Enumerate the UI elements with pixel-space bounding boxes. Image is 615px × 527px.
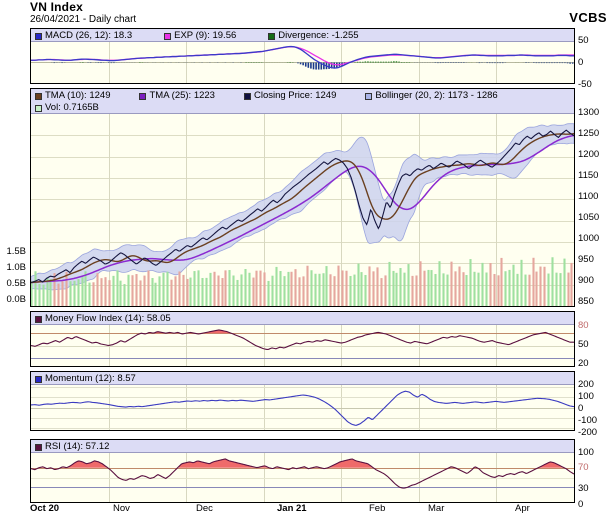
page-title: VN Index [30,0,83,14]
price-panel: TMA (10): 1249 TMA (25): 1223 Closing Pr… [30,88,575,307]
legend-divergence: Divergence: -1.255 [268,30,359,42]
x-tick-label: Jan 21 [277,503,307,514]
x-tick-label: Feb [369,503,386,514]
legend-tma10: TMA (10): 1249 [35,90,110,102]
x-tick-label: Oct 20 [30,503,60,514]
tma25-swatch-icon [139,92,147,100]
bollinger-swatch-icon [365,92,373,100]
price-legend: TMA (10): 1249 TMA (25): 1223 Closing Pr… [31,89,574,114]
momentum-legend: Momentum (12): 8.57 [31,372,574,385]
x-tick-label: Mar [428,503,445,514]
tma10-swatch-icon [35,92,42,100]
x-tick-label: Nov [113,503,130,514]
legend-tma25: TMA (25): 1223 [139,90,215,102]
momentum-panel: Momentum (12): 8.57 [30,371,575,431]
legend-exp-line: EXP (9): 19.56 [164,30,236,42]
rsi-panel: RSI (14): 57.12 [30,439,575,503]
x-axis: Oct 20 Nov Dec Jan 21 Feb Mar Apr [0,503,615,521]
legend-momentum: Momentum (12): 8.57 [35,373,136,385]
legend-mfi: Money Flow Index (14): 58.05 [35,313,171,325]
legend-bollinger: Bollinger (20, 2): 1173 - 1286 [365,90,498,102]
legend-volume: Vol: 0.7165B [35,102,99,114]
mfi-panel: Money Flow Index (14): 58.05 [30,311,575,367]
legend-closing-price: Closing Price: 1249 [243,90,336,102]
mfi-swatch-icon [35,315,42,323]
price-plot [31,114,574,306]
rsi-plot [31,453,574,502]
mfi-legend: Money Flow Index (14): 58.05 [31,312,574,325]
macd-legend: MACD (26, 12): 18.3 EXP (9): 19.56 Diver… [31,29,574,42]
macd-panel: MACD (26, 12): 18.3 EXP (9): 19.56 Diver… [30,28,575,84]
macd-plot [31,42,574,83]
momentum-swatch-icon [35,375,42,383]
macd-swatch-icon [35,32,42,40]
x-tick-label: Dec [196,503,213,514]
rsi-legend: RSI (14): 57.12 [31,440,574,453]
divergence-swatch-icon [268,32,276,40]
brand-label: VCBS [569,10,607,25]
volume-swatch-icon [35,104,42,112]
chart-subtitle: 26/04/2021 - Daily chart [30,14,137,25]
closing-price-swatch-icon [243,92,251,100]
mfi-plot [31,325,574,366]
chart-header: VN Index 26/04/2021 - Daily chart VCBS [0,0,615,26]
momentum-plot [31,385,574,430]
x-tick-label: Apr [515,503,530,514]
legend-rsi: RSI (14): 57.12 [35,441,109,453]
legend-macd-line: MACD (26, 12): 18.3 [35,30,132,42]
exp-swatch-icon [164,32,172,40]
rsi-swatch-icon [35,443,42,451]
